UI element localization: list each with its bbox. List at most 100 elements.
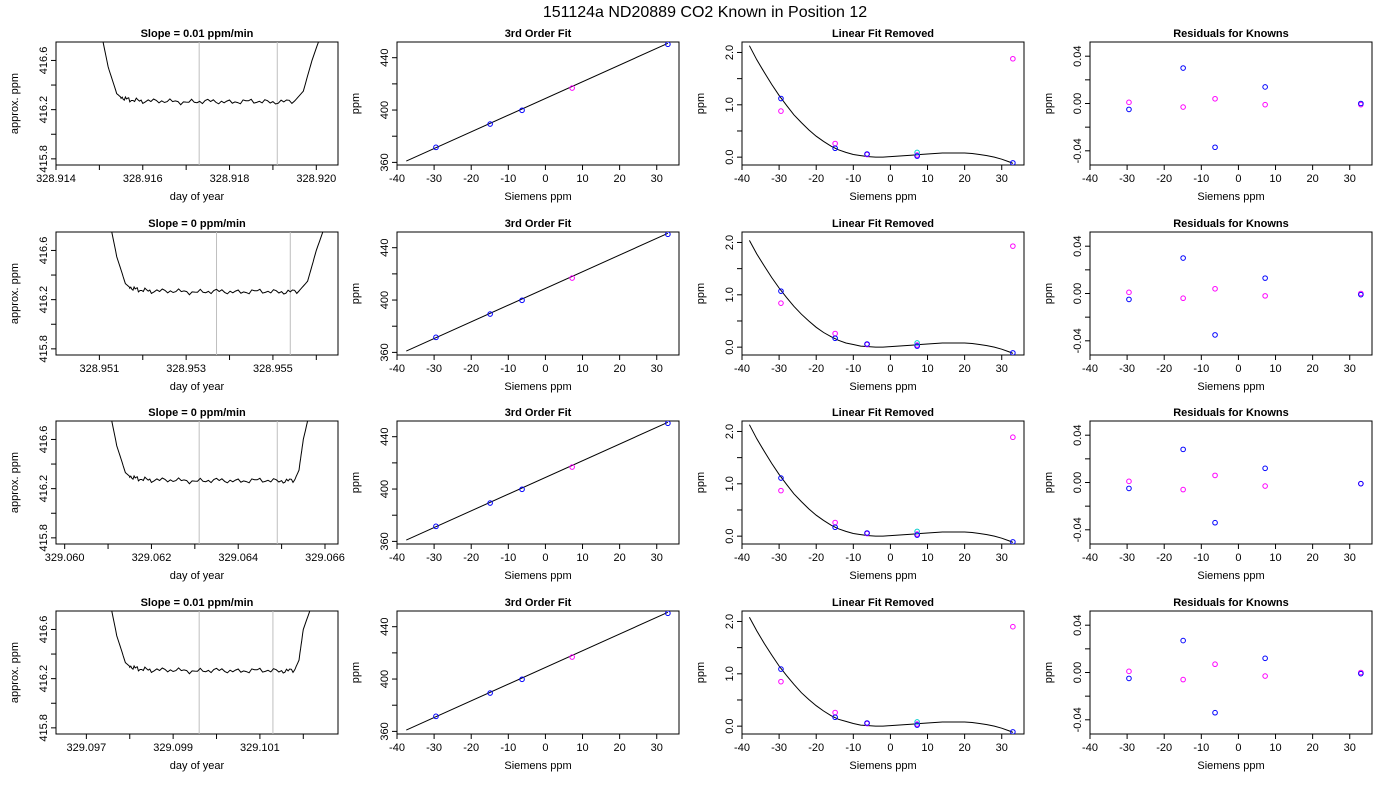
point-blue — [665, 611, 671, 617]
point-blue — [778, 95, 784, 102]
x-tick-label: -30 — [1119, 742, 1135, 754]
y-axis-label: approx. ppm — [9, 452, 21, 513]
point-magenta — [569, 654, 575, 660]
x-tick-label: -10 — [500, 742, 516, 754]
x-tick-label: 328.914 — [36, 173, 76, 185]
x-tick-label: 20 — [1307, 552, 1319, 564]
point-magenta — [1010, 434, 1016, 441]
point-blue — [1212, 332, 1218, 338]
x-axis-label: Siemens ppm — [1197, 191, 1264, 203]
x-tick-label: -20 — [808, 363, 824, 375]
point-magenta — [1180, 676, 1186, 683]
x-tick-label: -30 — [771, 742, 787, 754]
x-axis-label: day of year — [170, 191, 225, 203]
x-tick-label: 0 — [1235, 552, 1241, 564]
point-blue — [519, 486, 525, 493]
panel-title: Slope = 0 ppm/min — [148, 218, 246, 230]
x-tick-label: -40 — [734, 173, 750, 185]
x-tick-label: 329.101 — [240, 742, 280, 754]
fit-line — [406, 42, 669, 162]
point-magenta — [1010, 243, 1016, 249]
y-tick-label: -0.04 — [1072, 517, 1084, 542]
point-magenta — [1262, 101, 1268, 108]
x-tick-label: -30 — [1119, 552, 1135, 564]
point-magenta — [1126, 668, 1132, 675]
point-blue — [665, 42, 671, 48]
panel-0-1: 3rd Order Fit Siemens ppm ppm -40 -30 -20 -10 0… — [350, 28, 680, 203]
x-tick-label: 20 — [614, 742, 626, 754]
x-tick-label: 0 — [1235, 173, 1241, 185]
point-blue — [1010, 160, 1016, 165]
y-axis-label: approx. ppm — [9, 642, 21, 703]
plot-area — [111, 421, 309, 544]
point-blue — [487, 690, 493, 696]
x-tick-label: -10 — [500, 363, 516, 375]
x-tick-label: -30 — [771, 363, 787, 375]
point-magenta — [1010, 55, 1016, 62]
x-tick-label: 329.064 — [218, 552, 258, 564]
x-tick-label: -20 — [463, 552, 479, 564]
x-tick-label: -40 — [389, 363, 405, 375]
point-blue — [832, 145, 838, 152]
y-tick-label: 416.2 — [38, 96, 50, 124]
point-blue — [832, 714, 838, 721]
y-tick-label: 1.0 — [724, 476, 736, 491]
x-axis-label: Siemens ppm — [1197, 760, 1264, 772]
y-tick-label: 0.00 — [1072, 472, 1084, 493]
point-blue — [519, 107, 525, 114]
y-axis-label: ppm — [695, 283, 707, 304]
y-tick-label: 0.04 — [1072, 424, 1084, 445]
plot-frame — [55, 41, 339, 166]
fit-line — [406, 611, 669, 731]
x-tick-label: 30 — [651, 173, 663, 185]
x-axis-label: Siemens ppm — [504, 760, 571, 772]
plot-area — [406, 421, 671, 541]
x-tick-label: 328.918 — [210, 173, 250, 185]
point-blue — [1358, 670, 1364, 677]
y-tick-label: 416.6 — [38, 426, 50, 454]
point-magenta — [1126, 99, 1132, 106]
y-tick-label: 440 — [379, 239, 391, 257]
x-axis-label: Siemens ppm — [504, 381, 571, 393]
fit-curve — [748, 424, 1014, 543]
x-axis-label: Siemens ppm — [1197, 381, 1264, 393]
point-blue — [1010, 729, 1016, 734]
x-axis-label: Siemens ppm — [849, 760, 916, 772]
point-blue — [487, 121, 493, 127]
point-magenta — [1212, 285, 1218, 292]
panel-title: Residuals for Knowns — [1173, 597, 1289, 609]
x-tick-label: -20 — [463, 363, 479, 375]
plot-frame — [396, 41, 680, 166]
point-blue — [1126, 106, 1132, 113]
x-tick-label: 0 — [887, 173, 893, 185]
point-blue — [1262, 84, 1268, 90]
y-tick-label: -0.04 — [1072, 707, 1084, 732]
panel-title: Residuals for Knowns — [1173, 407, 1289, 419]
y-tick-label: 400 — [379, 291, 391, 309]
fit-curve — [748, 617, 1014, 733]
x-tick-label: 20 — [614, 363, 626, 375]
y-axis-label: approx. ppm — [9, 263, 21, 324]
y-tick-label: 0.0 — [724, 150, 736, 165]
plot-area — [748, 617, 1016, 734]
point-blue — [1358, 100, 1364, 107]
y-tick-label: 415.8 — [38, 524, 50, 552]
x-axis-label: day of year — [170, 381, 225, 393]
x-tick-label: 329.097 — [66, 742, 106, 754]
panel-1-0: Slope = 0 ppm/min day of year approx. ppm 3… — [9, 218, 339, 393]
x-tick-label: -10 — [500, 552, 516, 564]
x-tick-label: -30 — [771, 173, 787, 185]
x-tick-label: 10 — [921, 363, 933, 375]
x-tick-label: -40 — [389, 173, 405, 185]
x-tick-label: 329.060 — [45, 552, 85, 564]
plot-frame — [55, 231, 339, 356]
y-axis-label: ppm — [350, 93, 362, 114]
point-blue — [864, 530, 870, 536]
point-blue — [864, 341, 870, 347]
point-magenta — [778, 487, 784, 494]
y-tick-label: 0.0 — [724, 719, 736, 734]
point-magenta — [778, 678, 784, 685]
y-tick-label: 440 — [379, 49, 391, 67]
x-tick-label: -20 — [808, 173, 824, 185]
y-tick-label: 1.0 — [724, 287, 736, 302]
